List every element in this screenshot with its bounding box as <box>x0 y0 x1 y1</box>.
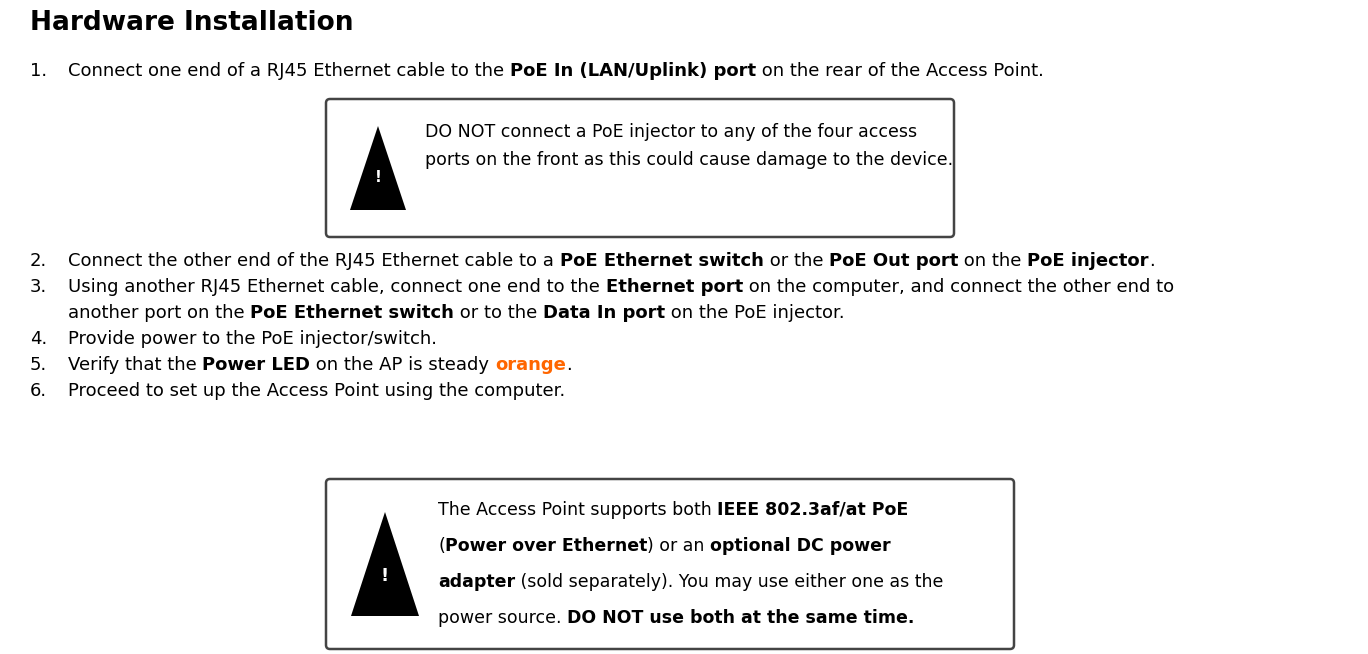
Text: PoE Ethernet switch: PoE Ethernet switch <box>250 304 454 322</box>
Text: 6.: 6. <box>30 382 47 400</box>
Text: DO NOT connect a PoE injector to any of the four access: DO NOT connect a PoE injector to any of … <box>425 123 917 141</box>
Text: Hardware Installation: Hardware Installation <box>30 10 353 36</box>
Text: Verify that the: Verify that the <box>68 356 202 374</box>
Text: ) or an: ) or an <box>647 537 710 555</box>
Text: (sold separately). You may use either one as the: (sold separately). You may use either on… <box>516 573 944 591</box>
Polygon shape <box>352 512 419 616</box>
Text: on the: on the <box>958 252 1027 270</box>
Text: PoE In (LAN/Uplink) port: PoE In (LAN/Uplink) port <box>510 62 757 80</box>
Text: .: . <box>566 356 572 374</box>
Text: Data In port: Data In port <box>543 304 665 322</box>
Text: Power over Ethernet: Power over Ethernet <box>445 537 647 555</box>
Text: Power LED: Power LED <box>202 356 311 374</box>
Text: orange: orange <box>495 356 566 374</box>
Text: PoE injector: PoE injector <box>1027 252 1149 270</box>
Text: 5.: 5. <box>30 356 48 374</box>
Text: IEEE 802.3af/at PoE: IEEE 802.3af/at PoE <box>717 501 908 519</box>
FancyBboxPatch shape <box>326 479 1014 649</box>
Text: DO NOT use both at the same time.: DO NOT use both at the same time. <box>566 609 914 627</box>
Text: Ethernet port: Ethernet port <box>606 278 743 296</box>
Text: 3.: 3. <box>30 278 48 296</box>
Text: PoE Ethernet switch: PoE Ethernet switch <box>560 252 763 270</box>
Text: Provide power to the PoE injector/switch.: Provide power to the PoE injector/switch… <box>68 330 436 348</box>
Text: (: ( <box>438 537 445 555</box>
Text: PoE Out port: PoE Out port <box>829 252 958 270</box>
Text: or to the: or to the <box>454 304 543 322</box>
Text: on the computer, and connect the other end to: on the computer, and connect the other e… <box>743 278 1174 296</box>
Text: or the: or the <box>763 252 829 270</box>
FancyBboxPatch shape <box>326 99 953 237</box>
Text: ports on the front as this could cause damage to the device.: ports on the front as this could cause d… <box>425 151 953 169</box>
Text: !: ! <box>380 567 389 585</box>
Text: another port on the: another port on the <box>68 304 250 322</box>
Text: optional DC power: optional DC power <box>710 537 891 555</box>
Text: power source.: power source. <box>438 609 566 627</box>
Polygon shape <box>350 126 406 210</box>
Text: adapter: adapter <box>438 573 516 591</box>
Text: Connect one end of a RJ45 Ethernet cable to the: Connect one end of a RJ45 Ethernet cable… <box>68 62 510 80</box>
Text: !: ! <box>375 171 382 186</box>
Text: on the AP is steady: on the AP is steady <box>311 356 495 374</box>
Text: Proceed to set up the Access Point using the computer.: Proceed to set up the Access Point using… <box>68 382 565 400</box>
Text: 2.: 2. <box>30 252 48 270</box>
Text: 4.: 4. <box>30 330 48 348</box>
Text: on the PoE injector.: on the PoE injector. <box>665 304 845 322</box>
Text: Connect the other end of the RJ45 Ethernet cable to a: Connect the other end of the RJ45 Ethern… <box>68 252 560 270</box>
Text: on the rear of the Access Point.: on the rear of the Access Point. <box>757 62 1044 80</box>
Text: .: . <box>1149 252 1155 270</box>
Text: 1.: 1. <box>30 62 47 80</box>
Text: The Access Point supports both: The Access Point supports both <box>438 501 717 519</box>
Text: Using another RJ45 Ethernet cable, connect one end to the: Using another RJ45 Ethernet cable, conne… <box>68 278 606 296</box>
